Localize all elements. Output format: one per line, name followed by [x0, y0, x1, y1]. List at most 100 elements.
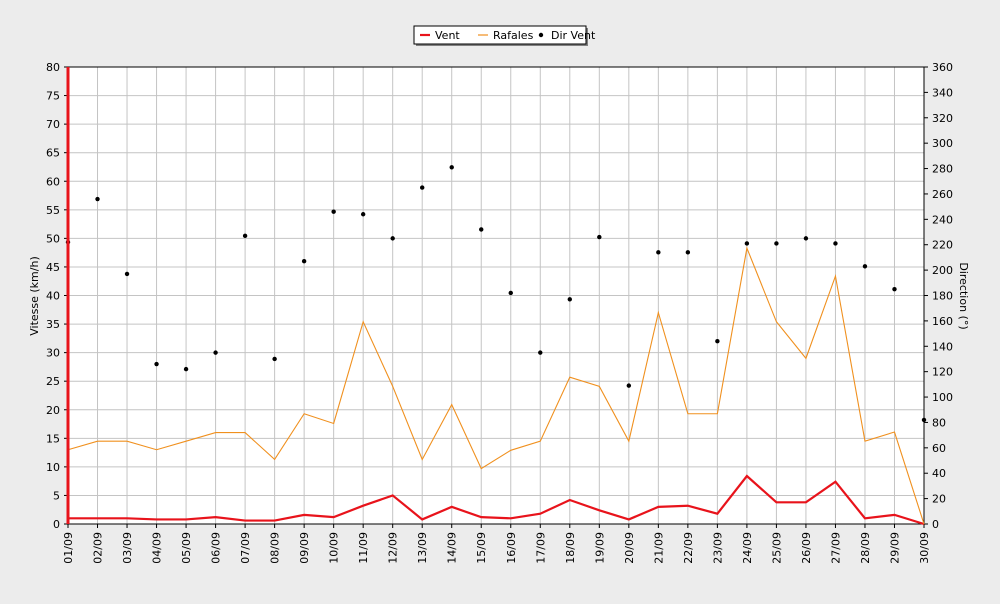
- y-left-tick-label: 55: [46, 204, 60, 217]
- series-dir-vent-point: [183, 366, 189, 372]
- x-tick-label: 18/09: [564, 532, 577, 564]
- x-tick-label: 09/09: [298, 532, 311, 564]
- series-dir-vent-point: [685, 250, 691, 255]
- y-right-tick-label: 300: [932, 137, 953, 150]
- series-dir-vent-point: [420, 185, 425, 190]
- y-left-tick-label: 60: [46, 175, 60, 188]
- series-dir-vent-point: [479, 227, 484, 232]
- y-left-tick-label: 40: [46, 290, 60, 303]
- series-dir-vent-point: [774, 241, 779, 246]
- x-tick-label: 10/09: [328, 532, 341, 564]
- x-tick-label: 01/09: [62, 532, 75, 564]
- y-right-tick-label: 120: [932, 366, 953, 379]
- y-left-tick-label: 50: [46, 232, 60, 245]
- legend-swatch-dir-vent: [538, 32, 544, 38]
- series-dir-vent-point: [449, 165, 454, 170]
- series-dir-vent-point: [213, 350, 218, 355]
- x-tick-label: 20/09: [623, 532, 636, 564]
- x-tick-label: 08/09: [269, 532, 282, 564]
- x-tick-label: 19/09: [593, 532, 606, 564]
- y-right-tick-label: 220: [932, 239, 953, 252]
- y-right-tick-label: 320: [932, 112, 953, 125]
- y-left-tick-label: 45: [46, 261, 60, 274]
- y-left-tick-label: 5: [53, 489, 60, 502]
- x-tick-label: 25/09: [770, 532, 783, 564]
- series-vent-line: [68, 474, 925, 526]
- y-left-tick-label: 30: [46, 347, 60, 360]
- x-tick-label: 21/09: [652, 532, 665, 564]
- y-right-tick-label: 360: [932, 61, 953, 74]
- y-axis-right-label: Direction (°): [957, 262, 970, 329]
- x-tick-label: 17/09: [534, 532, 547, 564]
- y-left-tick-label: 15: [46, 432, 60, 445]
- y-right-tick-label: 280: [932, 163, 953, 176]
- y-right-tick-label: 60: [932, 442, 946, 455]
- series-dir-vent-point: [154, 361, 159, 367]
- series-dir-vent-point: [272, 356, 277, 362]
- series-dir-vent-point: [301, 259, 307, 264]
- series-dir-vent-point: [715, 339, 720, 344]
- x-tick-label: 22/09: [682, 532, 695, 564]
- series-dir-vent-point: [862, 264, 868, 269]
- series-dir-vent-point: [360, 212, 366, 217]
- y-left-tick-label: 20: [46, 404, 60, 417]
- x-tick-label: 04/09: [151, 532, 164, 564]
- series-dir-vent-point: [597, 234, 602, 240]
- x-tick-label: 11/09: [357, 532, 370, 564]
- y-right-tick-label: 20: [932, 493, 946, 506]
- y-left-tick-label: 0: [53, 518, 60, 531]
- x-tick-label: 28/09: [859, 532, 872, 564]
- y-left-tick-label: 65: [46, 147, 60, 160]
- series-dir-vent-point: [508, 290, 513, 296]
- y-right-tick-label: 200: [932, 264, 953, 277]
- x-tick-label: 23/09: [711, 532, 724, 564]
- y-right-tick-label: 100: [932, 391, 953, 404]
- y-left-tick-label: 25: [46, 375, 60, 388]
- y-right-tick-label: 340: [932, 86, 953, 99]
- y-right-tick-label: 0: [932, 518, 939, 531]
- series-rafales-line: [67, 246, 925, 525]
- series-dir-vent-point: [921, 417, 927, 423]
- x-tick-label: 14/09: [446, 532, 459, 564]
- x-tick-label: 05/09: [180, 532, 193, 564]
- series-dir-vent-point: [656, 250, 661, 255]
- legend-label-dir-vent: Dir Vent: [551, 29, 596, 42]
- series-dir-vent-point: [331, 209, 336, 214]
- x-tick-label: 07/09: [239, 532, 252, 564]
- series-dir-vent-point: [124, 271, 130, 277]
- y-left-tick-label: 75: [46, 90, 60, 103]
- y-left-tick-label: 10: [46, 461, 60, 474]
- y-left-tick-label: 35: [46, 318, 60, 331]
- legend-label-vent: Vent: [435, 29, 460, 42]
- x-tick-label: 24/09: [741, 532, 754, 564]
- x-tick-label: 26/09: [800, 532, 813, 564]
- x-tick-label: 03/09: [121, 532, 134, 564]
- series-dir-vent-point: [833, 241, 838, 246]
- y-axis-left-label: Vitesse (km/h): [28, 256, 41, 336]
- x-tick-label: 30/09: [918, 532, 931, 564]
- y-right-tick-label: 240: [932, 213, 953, 226]
- y-left-tick-label: 80: [46, 61, 60, 74]
- series-dir-vent-point: [626, 383, 632, 388]
- series-dir-vent-point: [744, 241, 750, 246]
- y-right-tick-label: 160: [932, 315, 953, 328]
- x-tick-label: 12/09: [387, 532, 400, 564]
- y-right-tick-label: 260: [932, 188, 953, 201]
- y-right-tick-label: 180: [932, 290, 953, 303]
- series-dir-vent-point: [95, 196, 100, 202]
- legend-box: [413, 25, 587, 45]
- y-right-tick-label: 140: [932, 340, 953, 353]
- y-right-tick-label: 40: [932, 467, 946, 480]
- x-tick-label: 29/09: [888, 532, 901, 564]
- y-left-tick-label: 70: [46, 118, 60, 131]
- x-tick-label: 15/09: [475, 532, 488, 564]
- series-dir-vent-point: [242, 233, 248, 239]
- series-dir-vent-point: [892, 286, 897, 292]
- series-dir-vent-point: [803, 236, 809, 241]
- y-right-tick-label: 80: [932, 416, 946, 429]
- series-dir-vent-point: [390, 236, 395, 241]
- series-dir-vent-point: [567, 297, 572, 302]
- series-dir-vent-point: [538, 350, 543, 355]
